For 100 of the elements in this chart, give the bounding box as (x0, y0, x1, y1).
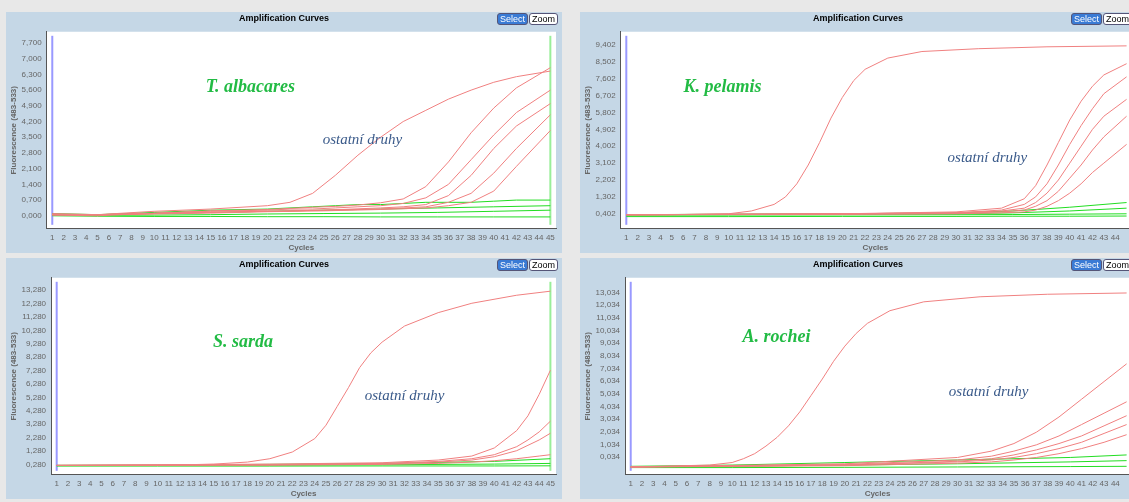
x-tick-label: 16 (220, 478, 230, 488)
x-tick-label: 31 (964, 478, 974, 488)
x-tick-label: 45 (545, 232, 556, 242)
x-tick-label: 33 (986, 478, 997, 488)
y-tick-label: 0,402 (595, 208, 617, 218)
x-tick-label: 42 (512, 478, 522, 488)
x-tick-label: 27 (919, 478, 929, 488)
x-tick-label: 41 (1077, 478, 1087, 488)
x-tick-label: 10 (153, 478, 163, 488)
x-tick-label: 19 (251, 232, 262, 242)
x-tick-label: 30 (953, 478, 963, 488)
x-tick-label: 13 (761, 478, 771, 488)
y-tick-label: 10,034 (595, 325, 621, 335)
x-tick-label: 16 (795, 478, 805, 488)
x-tick-label: 7 (121, 478, 127, 488)
y-tick-label: 3,280 (26, 419, 47, 429)
y-tick-label: 8,034 (600, 351, 621, 361)
x-axis-title: Cycles (862, 243, 889, 253)
x-tick-label: 39 (478, 478, 489, 488)
y-tick-label: 2,280 (26, 432, 47, 442)
x-tick-label: 26 (908, 478, 918, 488)
x-tick-label: 24 (883, 232, 893, 242)
text: Zoom (528, 259, 558, 271)
y-axis-title: Fluorescence (483-533) (583, 85, 592, 175)
y-tick-label: 7,034 (600, 363, 621, 373)
y-tick-label: 9,034 (600, 338, 621, 348)
y-tick-label: 4,002 (595, 141, 617, 151)
x-tick-label: 41 (1076, 232, 1087, 242)
x-tick-label: 17 (806, 478, 817, 488)
x-tick-label: 23 (299, 478, 309, 488)
x-tick-label: 23 (871, 232, 882, 242)
x-tick-label: 11 (161, 232, 171, 242)
y-tick-label: 6,280 (26, 379, 47, 389)
x-tick-label: 44 (534, 478, 545, 488)
annotation: ostatní druhy (322, 131, 403, 148)
x-tick-label: 35 (433, 478, 444, 488)
x-tick-label: 15 (209, 478, 219, 488)
x-tick-label: 36 (444, 232, 454, 242)
x-tick-label: 35 (1009, 478, 1019, 488)
x-tick-label: 19 (829, 478, 839, 488)
x-tick-label: 10 (149, 232, 160, 242)
y-tick-label: 1,034 (600, 439, 621, 449)
x-tick-label: 8 (129, 232, 135, 242)
text: Select (496, 259, 528, 271)
x-tick-label: 39 (1053, 232, 1064, 242)
x-tick-label: 2 (65, 478, 71, 488)
x-tick-label: 6 (110, 478, 116, 488)
x-tick-label: 44 (1110, 478, 1121, 488)
x-tick-label: 33 (410, 232, 420, 242)
x-tick-label: 7 (692, 232, 698, 242)
x-tick-label: 43 (1099, 232, 1109, 242)
x-tick-label: 14 (198, 478, 208, 488)
x-tick-label: 35 (432, 232, 443, 242)
x-tick-label: 2 (635, 232, 641, 242)
y-tick-label: 10,280 (21, 325, 47, 335)
x-tick-label: 39 (1054, 478, 1064, 488)
x-tick-label: 32 (398, 232, 409, 242)
x-tick-label: 7 (117, 232, 123, 242)
y-tick-label: 6,300 (21, 69, 43, 79)
x-tick-label: 21 (276, 478, 287, 488)
text: Zoom (1102, 13, 1129, 25)
x-tick-label: 6 (106, 232, 112, 242)
x-tick-label: 9 (144, 478, 150, 488)
y-tick-label: 12,034 (595, 300, 621, 310)
x-tick-label: 30 (951, 232, 962, 242)
x-tick-label: 44 (1110, 232, 1121, 242)
text: Select (1070, 259, 1102, 271)
x-tick-label: 20 (840, 478, 850, 488)
x-tick-label: 12 (172, 232, 182, 242)
x-tick-label: 39 (477, 232, 488, 242)
x-tick-label: 21 (274, 232, 284, 242)
x-tick-label: 2 (61, 232, 67, 242)
x-tick-label: 3 (646, 232, 652, 242)
y-tick-label: 8,502 (595, 56, 617, 66)
x-tick-label: 27 (343, 478, 354, 488)
x-tick-label: 12 (750, 478, 760, 488)
y-tick-label: 4,902 (595, 124, 617, 134)
y-tick-label: 9,280 (26, 338, 47, 348)
y-axis-title: Fluorescence (483-533) (9, 331, 18, 421)
x-tick-label: 34 (421, 232, 431, 242)
x-tick-label: 4 (84, 232, 90, 242)
x-tick-label: 31 (387, 232, 397, 242)
y-tick-label: 0,000 (21, 210, 43, 220)
y-tick-label: 4,200 (21, 116, 43, 126)
x-tick-label: 38 (467, 478, 477, 488)
y-tick-label: 3,034 (600, 414, 621, 424)
x-tick-label: 9 (140, 232, 146, 242)
x-tick-label: 7 (696, 478, 702, 488)
x-tick-label: 40 (1065, 478, 1076, 488)
x-tick-label: 16 (792, 232, 802, 242)
x-tick-label: 9 (715, 232, 721, 242)
annotation: ostatní druhy (364, 386, 445, 403)
x-tick-label: 15 (781, 232, 791, 242)
annotation: T. albacares (205, 75, 296, 96)
y-tick-label: 8,280 (26, 352, 47, 362)
chart-title: Amplification Curves (238, 13, 330, 23)
x-tick-label: 36 (444, 478, 455, 488)
y-tick-label: 7,280 (26, 365, 47, 375)
x-tick-label: 28 (928, 232, 939, 242)
x-tick-label: 10 (724, 232, 734, 242)
